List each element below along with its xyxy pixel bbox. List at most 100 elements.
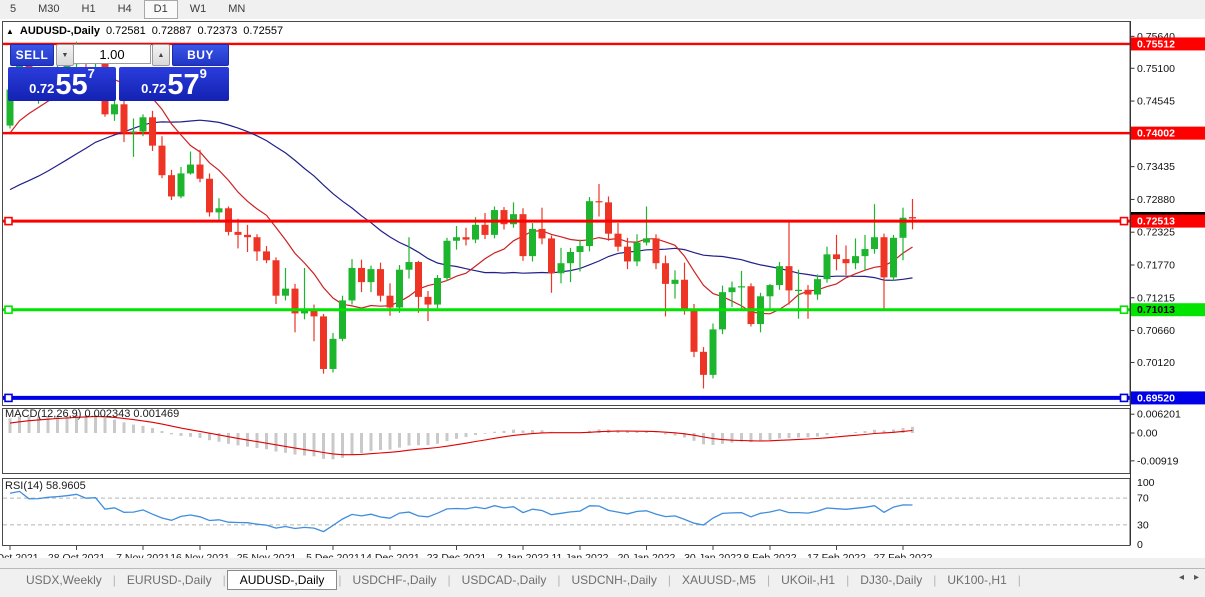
line-handle[interactable] <box>1119 216 1129 226</box>
candle-body <box>899 217 907 238</box>
chart-tab-usdchf-daily[interactable]: USDCHF-,Daily <box>352 572 437 587</box>
candle-body <box>586 201 593 247</box>
line-handle[interactable] <box>4 393 13 403</box>
chart-tab-dj30-daily[interactable]: DJ30-,Daily <box>860 572 923 587</box>
tab-separator: | <box>112 572 116 587</box>
candle-body <box>833 254 840 260</box>
candle-body <box>434 277 441 305</box>
chart-symbol-label: AUDUSD-,Daily <box>19 25 100 37</box>
candle-body <box>510 214 517 225</box>
chart-tab-usdcad-daily[interactable]: USDCAD-,Daily <box>461 572 547 587</box>
date-label: 23 Dec 2021 <box>427 552 487 558</box>
tab-scroll-left-icon[interactable]: ◂ <box>1178 572 1184 583</box>
chart-tab-usdx-weekly[interactable]: USDX,Weekly <box>26 572 102 587</box>
candle-body <box>538 228 546 239</box>
sell-price-small: 0.72 <box>29 81 55 96</box>
macd-axis-label: -0.00919 <box>1137 455 1179 467</box>
rsi-axis-label: 70 <box>1137 493 1149 505</box>
price-tick-label: 0.71770 <box>1137 259 1175 271</box>
date-label: 14 Dec 2021 <box>360 552 420 558</box>
tab-separator: | <box>1017 572 1021 587</box>
collapse-chart-icon[interactable]: ▲ <box>6 26 14 36</box>
sell-button[interactable]: SELL <box>10 44 54 66</box>
ohlc-close: 0.72557 <box>243 25 284 37</box>
timeframe-button-h4[interactable]: H4 <box>117 3 132 15</box>
price-tick-label: 0.70660 <box>1137 325 1175 337</box>
sell-quote-button[interactable]: 0.72 55 7 <box>8 67 116 101</box>
buy-quote-button[interactable]: 0.72 57 9 <box>119 67 229 101</box>
price-tick-label: 0.71215 <box>1137 292 1175 304</box>
candle-body <box>310 308 318 317</box>
timeframe-button-mn[interactable]: MN <box>228 3 246 15</box>
price-tick-label: 0.73435 <box>1137 161 1175 173</box>
price-tick-label: 0.74545 <box>1137 96 1175 108</box>
volume-input[interactable] <box>73 44 151 64</box>
candle-body <box>709 329 717 375</box>
candle-body <box>690 310 698 352</box>
tab-separator: | <box>338 572 342 587</box>
support-resistance-lines[interactable] <box>3 216 1130 403</box>
tab-scroll-right-icon[interactable]: ▸ <box>1193 572 1199 583</box>
volume-decrease-button[interactable]: ▼ <box>56 44 74 66</box>
chart-tab-uk100-h1[interactable]: UK100-,H1 <box>947 572 1007 587</box>
resistance-lines[interactable] <box>3 42 1130 135</box>
price-badge-0.75512: 0.75512 <box>1131 37 1205 51</box>
macd-indicator-label: MACD(12,26,9) 0.002343 0.001469 <box>5 408 180 420</box>
candle-body <box>909 217 916 219</box>
sell-price-big: 55 <box>55 69 88 101</box>
line-handle[interactable] <box>4 216 13 226</box>
timeframe-button-m30[interactable]: M30 <box>38 3 60 15</box>
candle-body <box>633 242 641 262</box>
chart-tab-xauusd-m5[interactable]: XAUUSD-,M5 <box>681 572 756 587</box>
line-handle[interactable] <box>1119 393 1129 403</box>
ohlc-open: 0.72581 <box>106 25 146 37</box>
candle-body <box>130 131 137 133</box>
rsi-axis-label: 30 <box>1137 519 1149 531</box>
candle-body <box>405 262 413 270</box>
timeframe-toolbar: 5 M30 H1 H4 D1 W1 MN <box>0 0 1205 20</box>
candle-body <box>842 259 850 264</box>
timeframe-button-5[interactable]: 5 <box>10 3 17 15</box>
candle-body <box>700 351 707 375</box>
candle-body <box>529 228 536 257</box>
line-handle[interactable] <box>1119 305 1129 315</box>
candle-body <box>320 316 327 369</box>
timeframe-button-w1[interactable]: W1 <box>189 3 207 15</box>
candle-body <box>519 214 527 257</box>
rsi-axis-label: 0 <box>1137 539 1143 551</box>
chart-tab-audusd-daily[interactable]: AUDUSD-,Daily <box>226 569 338 590</box>
price-tick-label: 0.72325 <box>1137 227 1175 239</box>
candle-body <box>6 89 14 126</box>
price-badge-0.71013: 0.71013 <box>1131 303 1205 317</box>
candle-body <box>244 234 251 238</box>
price-chart-canvas[interactable]: 0.756400.751000.745450.734350.728800.723… <box>0 19 1205 558</box>
chart-tab-eurusd-daily[interactable]: EURUSD-,Daily <box>126 572 212 587</box>
chart-title: ▲ AUDUSD-,Daily 0.72581 0.72887 0.72373 … <box>6 25 283 37</box>
candle-body <box>358 267 365 283</box>
chart-tab-ukoil-h1[interactable]: UKOil-,H1 <box>781 572 836 587</box>
candle-body <box>386 295 394 308</box>
price-badge-0.6952: 0.69520 <box>1131 391 1205 405</box>
chart-tab-usdcnh-daily[interactable]: USDCNH-,Daily <box>571 572 657 587</box>
buy-button[interactable]: BUY <box>172 44 229 66</box>
candle-body <box>776 266 783 286</box>
rsi-indicator-label: RSI(14) 58.9605 <box>5 480 86 492</box>
candle-body <box>348 267 356 301</box>
candle-body <box>823 254 831 280</box>
tab-separator: | <box>846 572 850 587</box>
price-badge-0.72513: 0.72513 <box>1131 214 1205 228</box>
timeframe-button-h1[interactable]: H1 <box>81 3 96 15</box>
candle-body <box>861 249 869 257</box>
volume-increase-button[interactable]: ▲ <box>152 44 170 66</box>
chart-window[interactable]: 0.75640 0.75100 0.74545 0.73435 0.72880 0.723… <box>0 19 1205 558</box>
candle-body <box>557 263 565 274</box>
candle-body <box>158 145 166 176</box>
date-label: 11 Jan 2022 <box>551 552 608 558</box>
timeframe-button-d1[interactable]: D1 <box>143 0 178 19</box>
line-handle[interactable] <box>4 305 13 315</box>
ohlc-high: 0.72887 <box>151 25 192 37</box>
candle-body <box>871 237 878 250</box>
tab-separator: | <box>766 572 771 587</box>
candle-body <box>453 237 460 241</box>
